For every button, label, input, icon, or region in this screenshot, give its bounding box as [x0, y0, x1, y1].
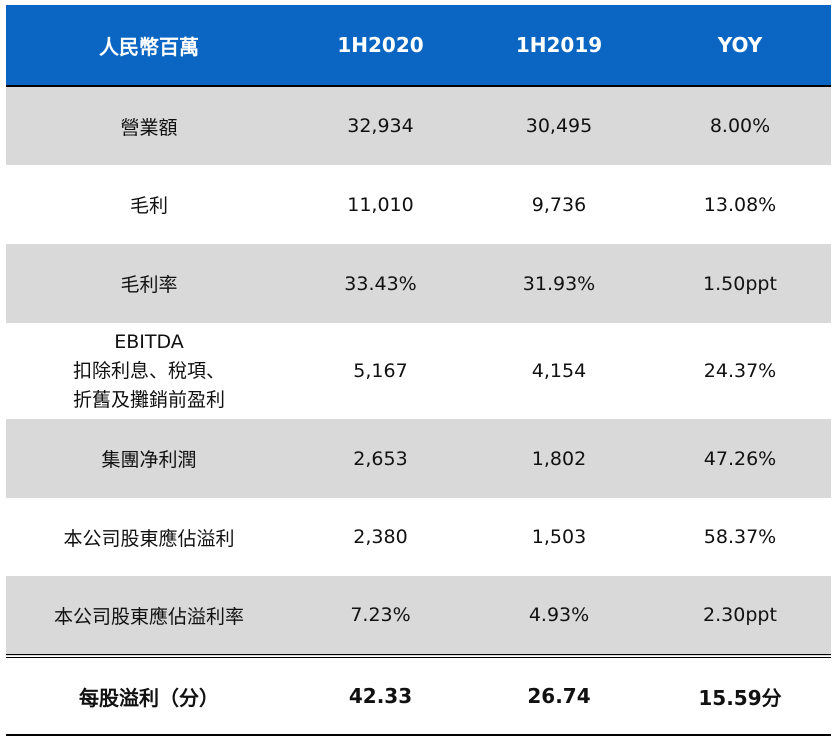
header-1h2019: 1H2019 [469, 5, 649, 87]
row-label: 本公司股東應佔溢利 [6, 498, 292, 576]
value-1h2019: 1,802 [469, 419, 649, 498]
total-1h2019: 26.74 [469, 654, 649, 736]
table-row: 本公司股東應佔溢利 2,380 1,503 58.37% [6, 498, 831, 576]
table-row: 集團净利潤 2,653 1,802 47.26% [6, 419, 831, 498]
row-label: 毛利率 [6, 244, 292, 323]
value-1h2020: 5,167 [292, 323, 469, 419]
row-label: 本公司股東應佔溢利率 [6, 576, 292, 656]
header-1h2020: 1H2020 [292, 5, 469, 87]
value-yoy: 13.08% [649, 165, 831, 244]
value-1h2019: 31.93% [469, 244, 649, 323]
row-label: EBITDA 扣除利息、稅項、 折舊及攤銷前盈利 [6, 323, 292, 419]
value-yoy: 1.50ppt [649, 244, 831, 323]
row-label: 集團净利潤 [6, 419, 292, 498]
financial-summary: 人民幣百萬 1H2020 1H2019 YOY 營業額 32,934 30,49… [6, 5, 831, 736]
table-row: EBITDA 扣除利息、稅項、 折舊及攤銷前盈利 5,167 4,154 24.… [6, 323, 831, 419]
value-1h2020: 11,010 [292, 165, 469, 244]
value-1h2019: 30,495 [469, 86, 649, 165]
value-1h2020: 2,380 [292, 498, 469, 576]
table-row: 營業額 32,934 30,495 8.00% [6, 86, 831, 165]
value-yoy: 47.26% [649, 419, 831, 498]
header-yoy: YOY [649, 5, 831, 87]
row-label-line: 扣除利息、稅項、 [72, 359, 225, 382]
value-yoy: 2.30ppt [649, 576, 831, 656]
table-row: 本公司股東應佔溢利率 7.23% 4.93% 2.30ppt [6, 576, 831, 656]
table-row: 毛利 11,010 9,736 13.08% [6, 165, 831, 244]
header-row: 人民幣百萬 1H2020 1H2019 YOY [6, 5, 831, 87]
financial-table: 人民幣百萬 1H2020 1H2019 YOY 營業額 32,934 30,49… [6, 5, 831, 736]
value-1h2019: 1,503 [469, 498, 649, 576]
table-row: 毛利率 33.43% 31.93% 1.50ppt [6, 244, 831, 323]
row-label-line: EBITDA [114, 330, 184, 353]
value-1h2019: 9,736 [469, 165, 649, 244]
row-label-line: 折舊及攤銷前盈利 [72, 388, 225, 411]
row-label: 營業額 [6, 86, 292, 165]
value-1h2020: 2,653 [292, 419, 469, 498]
total-label: 每股溢利（分） [6, 654, 292, 736]
value-yoy: 24.37% [649, 323, 831, 419]
row-label: 毛利 [6, 165, 292, 244]
total-yoy: 15.59分 [649, 654, 831, 736]
value-1h2019: 4,154 [469, 323, 649, 419]
value-1h2020: 33.43% [292, 244, 469, 323]
value-yoy: 58.37% [649, 498, 831, 576]
value-1h2020: 32,934 [292, 86, 469, 165]
value-1h2020: 7.23% [292, 576, 469, 656]
value-1h2019: 4.93% [469, 576, 649, 656]
header-currency-unit: 人民幣百萬 [6, 5, 292, 87]
total-1h2020: 42.33 [292, 654, 469, 736]
total-row: 每股溢利（分） 42.33 26.74 15.59分 [6, 654, 831, 736]
value-yoy: 8.00% [649, 86, 831, 165]
